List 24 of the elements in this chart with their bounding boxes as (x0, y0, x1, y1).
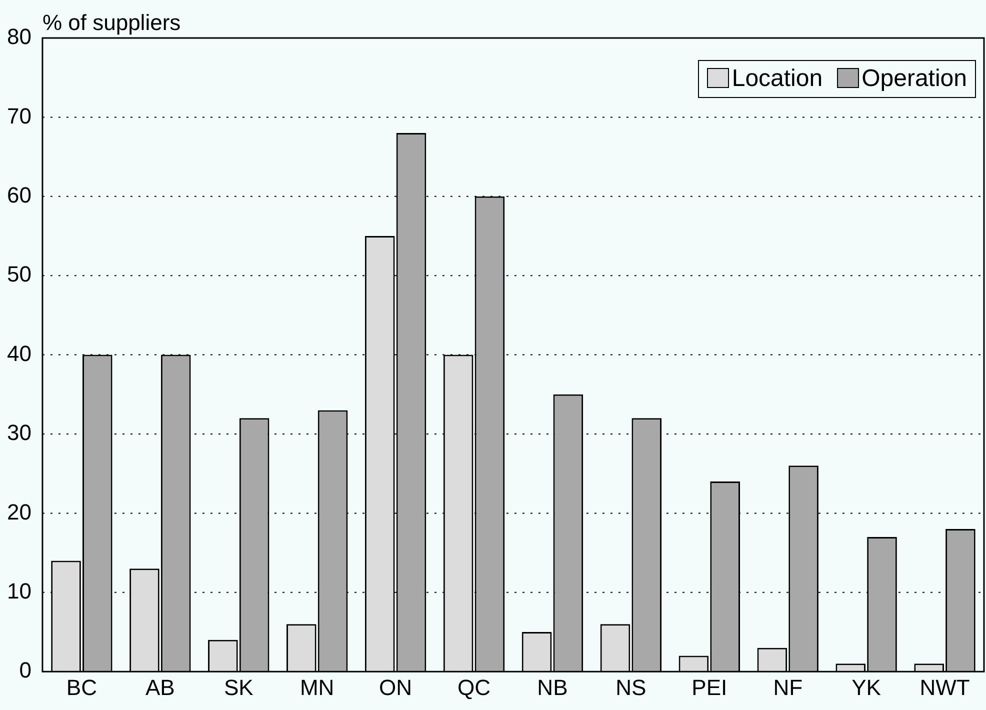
x-tick-label: BC (66, 674, 98, 700)
y-tick-label: 30 (6, 420, 32, 446)
y-tick-label: 50 (6, 262, 32, 287)
y-tick-label: 70 (6, 103, 32, 128)
x-tick-label: PEI (692, 674, 728, 700)
x-tick-label: ON (379, 674, 412, 700)
x-tick-label: MN (300, 674, 334, 700)
legend-label: Location (730, 65, 823, 93)
x-tick-label: NF (773, 674, 803, 700)
y-tick-label: 0 (19, 658, 32, 683)
y-tick-label: 10 (6, 578, 32, 604)
y-tick-label: 40 (6, 340, 32, 366)
x-tick-label: NS (616, 674, 646, 700)
y-axis-title: % of suppliers (42, 10, 181, 36)
x-tick-label: NWT (920, 674, 970, 700)
x-tick-label: QC (458, 674, 491, 700)
x-tick-label: AB (145, 674, 175, 700)
y-tick-label: 60 (6, 182, 32, 208)
legend-label: Operation (860, 65, 967, 93)
y-tick-label: 80 (6, 24, 32, 50)
x-tick-label: NB (537, 674, 568, 700)
x-tick-label: YK (852, 674, 882, 700)
x-tick-label: SK (224, 674, 254, 700)
y-tick-label: 20 (6, 499, 32, 524)
